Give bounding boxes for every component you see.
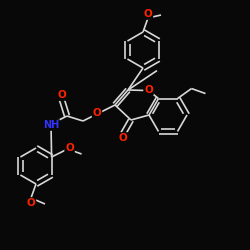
Text: O: O bbox=[119, 133, 128, 143]
Text: O: O bbox=[58, 90, 66, 100]
Text: O: O bbox=[26, 198, 36, 208]
Text: O: O bbox=[92, 108, 102, 118]
Text: O: O bbox=[144, 9, 152, 19]
Text: NH: NH bbox=[43, 120, 59, 130]
Text: O: O bbox=[144, 84, 153, 94]
Text: O: O bbox=[65, 143, 74, 153]
